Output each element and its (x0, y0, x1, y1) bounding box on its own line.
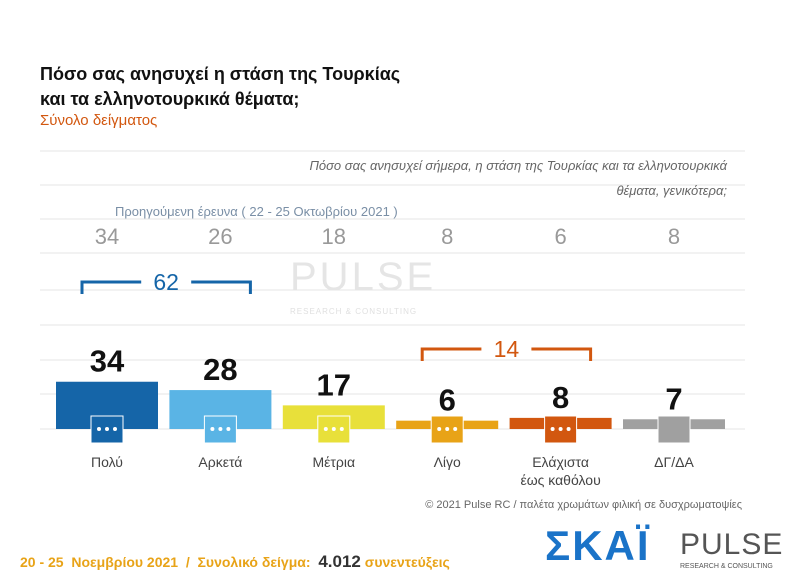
icon-star (226, 427, 231, 431)
icon-star (210, 427, 215, 431)
bracket (420, 347, 593, 361)
category-label: ΔΓ/ΔΑ (654, 454, 694, 470)
category-label: Λίγο (433, 454, 461, 470)
value-label: 6 (439, 383, 456, 418)
previous-value: 18 (322, 224, 346, 249)
value-label: 28 (203, 352, 237, 387)
value-label: 8 (552, 380, 569, 415)
question: Πόσο σας ανησυχεί σήμερα, η στάση της Το… (309, 158, 727, 198)
value-label: 7 (665, 381, 682, 416)
pollster-logo: PULSE (680, 528, 784, 561)
footer-sample: 4.012 (318, 552, 361, 571)
previous-value: 8 (441, 224, 453, 249)
icon-star (550, 427, 555, 431)
previous-value: 26 (208, 224, 232, 249)
previous-label: Προηγούμενη έρευνα ( 22 - 25 Οκτωβρίου 2… (115, 204, 398, 219)
icon-star (339, 427, 344, 431)
subtitle: Σύνολο δείγματος (40, 112, 158, 129)
title: Πόσο σας ανησυχεί η στάση της Τουρκίας κ… (40, 64, 401, 109)
category-label: Πολύ (91, 454, 123, 470)
bracket-label: 14 (494, 336, 520, 362)
icon-star (437, 427, 442, 431)
icon-star (445, 427, 450, 431)
icon-star (558, 427, 563, 431)
footer-sample-unit: συνεντεύξεις (364, 554, 450, 570)
category-icon (657, 415, 691, 444)
icon-star (566, 427, 571, 431)
previous-value: 34 (95, 224, 119, 249)
broadcaster-logo: ΣΚΑΪ (545, 522, 651, 569)
footer-date: 20 - 25 Νοεμβρίου 2021 (20, 554, 179, 570)
bracket-label: 62 (153, 269, 179, 295)
previous-value: 6 (554, 224, 566, 249)
watermark-tagline: RESEARCH & CONSULTING (290, 307, 418, 316)
value-label: 34 (90, 344, 125, 379)
footer-sample-label: Συνολικό δείγμα: (197, 554, 311, 570)
bracket (80, 280, 252, 294)
footer-separator: / (185, 554, 190, 570)
icon-star (97, 427, 101, 431)
copyright: © 2021 Pulse RC / παλέτα χρωμάτων φιλική… (425, 499, 742, 511)
icon-star (453, 427, 458, 431)
watermark: PULSE (290, 255, 437, 299)
category-label: Μέτρια (312, 454, 356, 470)
icon-star (218, 427, 223, 431)
category-label: Αρκετά (198, 454, 243, 470)
icon-star (331, 427, 336, 431)
footer: 20 - 25 Νοεμβρίου 2021 / Συνολικό δείγμα… (20, 552, 450, 572)
previous-value: 8 (668, 224, 680, 249)
icon-star (105, 427, 109, 431)
pollster-tagline: RESEARCH & CONSULTING (680, 563, 773, 570)
category-label: Ελάχιστα έως καθόλου (520, 454, 601, 488)
grid (40, 150, 745, 430)
icon-star (113, 427, 117, 431)
icon-star (323, 427, 328, 431)
value-label: 17 (317, 367, 351, 402)
